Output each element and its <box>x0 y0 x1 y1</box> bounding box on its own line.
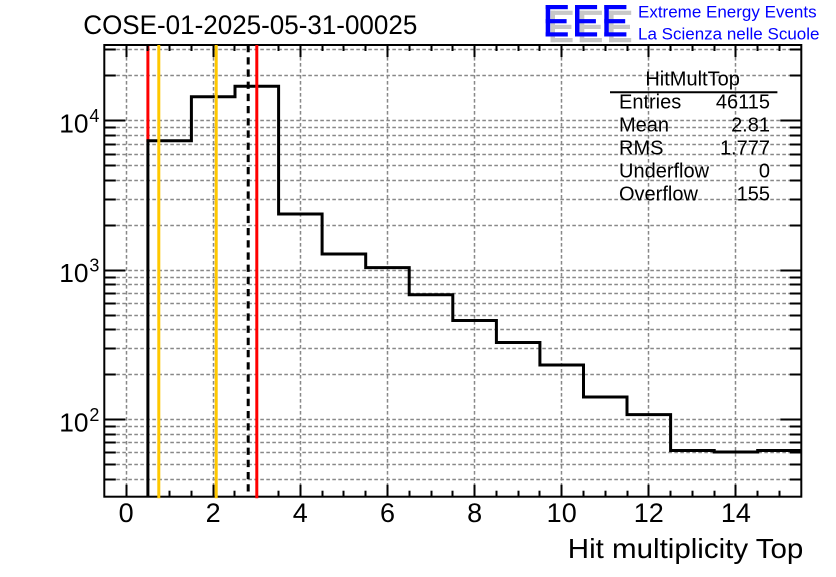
svg-text:Extreme Energy Events: Extreme Energy Events <box>638 3 817 22</box>
svg-text:HitMultTop: HitMultTop <box>645 69 739 91</box>
svg-text:4: 4 <box>293 498 308 528</box>
svg-text:12: 12 <box>634 498 664 528</box>
svg-text:1.777: 1.777 <box>720 138 770 160</box>
svg-text:0: 0 <box>759 161 770 183</box>
svg-text:3: 3 <box>89 256 99 276</box>
svg-text:10: 10 <box>59 109 88 139</box>
svg-text:14: 14 <box>721 498 751 528</box>
svg-text:2: 2 <box>89 405 99 425</box>
svg-text:RMS: RMS <box>619 138 663 160</box>
svg-text:Overflow: Overflow <box>619 184 698 206</box>
svg-text:6: 6 <box>380 498 395 528</box>
svg-text:Hit multiplicity Top: Hit multiplicity Top <box>568 533 804 564</box>
svg-text:Underflow: Underflow <box>619 161 710 183</box>
svg-text:155: 155 <box>737 184 770 206</box>
svg-text:0: 0 <box>119 498 134 528</box>
svg-text:8: 8 <box>467 498 482 528</box>
svg-text:10: 10 <box>59 258 88 288</box>
svg-text:2.81: 2.81 <box>731 115 770 137</box>
svg-text:2: 2 <box>206 498 221 528</box>
svg-text:Mean: Mean <box>619 115 669 137</box>
svg-text:COSE-01-2025-05-31-00025: COSE-01-2025-05-31-00025 <box>83 10 417 40</box>
svg-text:46115: 46115 <box>716 92 770 114</box>
svg-text:Entries: Entries <box>619 92 681 114</box>
svg-text:10: 10 <box>59 408 88 438</box>
svg-text:La Scienza nelle Scuole: La Scienza nelle Scuole <box>638 24 819 43</box>
svg-text:4: 4 <box>89 106 99 126</box>
svg-text:10: 10 <box>547 498 577 528</box>
